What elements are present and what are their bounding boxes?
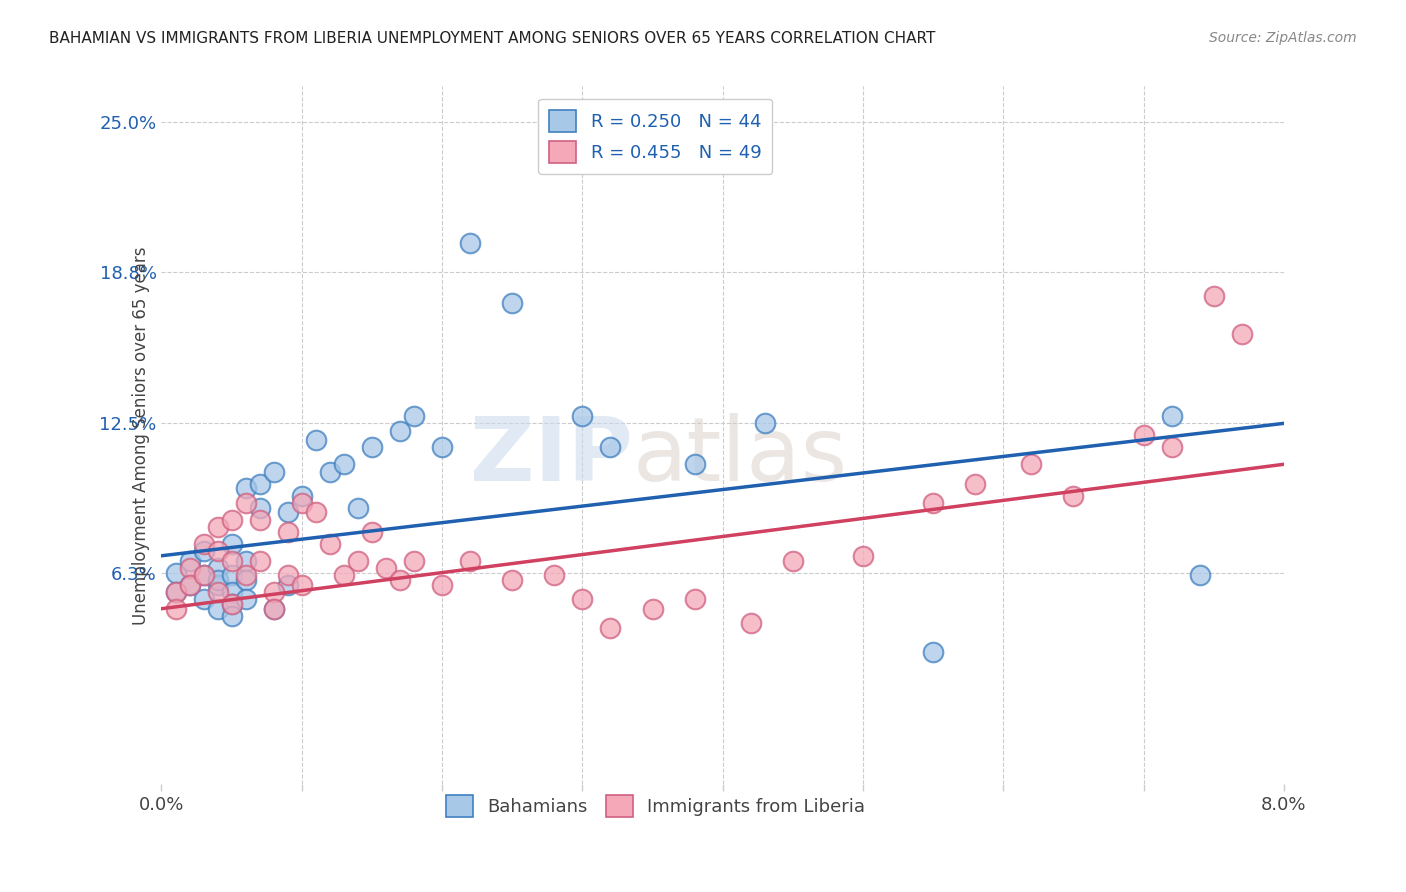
Point — [1132, 428, 1154, 442]
Point — [361, 524, 384, 539]
Point — [683, 592, 706, 607]
Point — [319, 537, 342, 551]
Point — [430, 441, 453, 455]
Point — [207, 544, 229, 558]
Point — [291, 577, 314, 591]
Point — [599, 441, 621, 455]
Point — [922, 645, 945, 659]
Point — [683, 457, 706, 471]
Text: atlas: atlas — [633, 413, 848, 500]
Point — [221, 609, 243, 624]
Point — [263, 601, 285, 615]
Point — [193, 544, 215, 558]
Point — [852, 549, 875, 563]
Point — [235, 568, 257, 582]
Point — [291, 496, 314, 510]
Point — [333, 568, 356, 582]
Point — [754, 417, 776, 431]
Text: ZIP: ZIP — [470, 413, 633, 500]
Point — [193, 568, 215, 582]
Point — [1188, 568, 1211, 582]
Point — [249, 500, 271, 515]
Point — [277, 524, 299, 539]
Point — [388, 424, 411, 438]
Point — [501, 573, 523, 587]
Point — [235, 553, 257, 567]
Point — [263, 601, 285, 615]
Point — [263, 465, 285, 479]
Point — [291, 489, 314, 503]
Point — [221, 597, 243, 611]
Point — [277, 568, 299, 582]
Point — [305, 434, 328, 448]
Point — [179, 577, 201, 591]
Point — [1202, 289, 1225, 303]
Point — [922, 496, 945, 510]
Text: Source: ZipAtlas.com: Source: ZipAtlas.com — [1209, 31, 1357, 45]
Point — [1160, 409, 1182, 424]
Point — [179, 577, 201, 591]
Point — [221, 568, 243, 582]
Point — [207, 573, 229, 587]
Point — [207, 561, 229, 575]
Point — [221, 553, 243, 567]
Point — [221, 597, 243, 611]
Point — [333, 457, 356, 471]
Point — [641, 601, 664, 615]
Point — [458, 553, 481, 567]
Point — [543, 568, 565, 582]
Point — [375, 561, 398, 575]
Point — [207, 520, 229, 534]
Point — [402, 409, 425, 424]
Text: BAHAMIAN VS IMMIGRANTS FROM LIBERIA UNEMPLOYMENT AMONG SENIORS OVER 65 YEARS COR: BAHAMIAN VS IMMIGRANTS FROM LIBERIA UNEM… — [49, 31, 935, 46]
Point — [221, 585, 243, 599]
Point — [599, 621, 621, 635]
Point — [165, 585, 187, 599]
Point — [430, 577, 453, 591]
Point — [179, 553, 201, 567]
Point — [571, 592, 593, 607]
Point — [965, 476, 987, 491]
Point — [1021, 457, 1043, 471]
Point — [235, 481, 257, 495]
Point — [571, 409, 593, 424]
Point — [235, 573, 257, 587]
Point — [249, 513, 271, 527]
Point — [347, 553, 370, 567]
Point — [221, 537, 243, 551]
Point — [277, 505, 299, 519]
Point — [263, 585, 285, 599]
Point — [249, 553, 271, 567]
Point — [501, 296, 523, 310]
Point — [193, 568, 215, 582]
Point — [235, 496, 257, 510]
Point — [305, 505, 328, 519]
Point — [277, 577, 299, 591]
Y-axis label: Unemployment Among Seniors over 65 years: Unemployment Among Seniors over 65 years — [132, 246, 150, 624]
Point — [402, 553, 425, 567]
Point — [165, 566, 187, 580]
Legend: Bahamians, Immigrants from Liberia: Bahamians, Immigrants from Liberia — [439, 788, 872, 824]
Point — [221, 513, 243, 527]
Point — [179, 561, 201, 575]
Point — [249, 476, 271, 491]
Point — [193, 592, 215, 607]
Point — [193, 537, 215, 551]
Point — [347, 500, 370, 515]
Point — [1062, 489, 1084, 503]
Point — [165, 601, 187, 615]
Point — [207, 601, 229, 615]
Point — [458, 235, 481, 250]
Point — [782, 553, 804, 567]
Point — [235, 592, 257, 607]
Point — [1160, 441, 1182, 455]
Point — [319, 465, 342, 479]
Point — [165, 585, 187, 599]
Point — [740, 616, 762, 631]
Point — [207, 585, 229, 599]
Point — [361, 441, 384, 455]
Point — [1230, 327, 1253, 342]
Point — [207, 577, 229, 591]
Point — [388, 573, 411, 587]
